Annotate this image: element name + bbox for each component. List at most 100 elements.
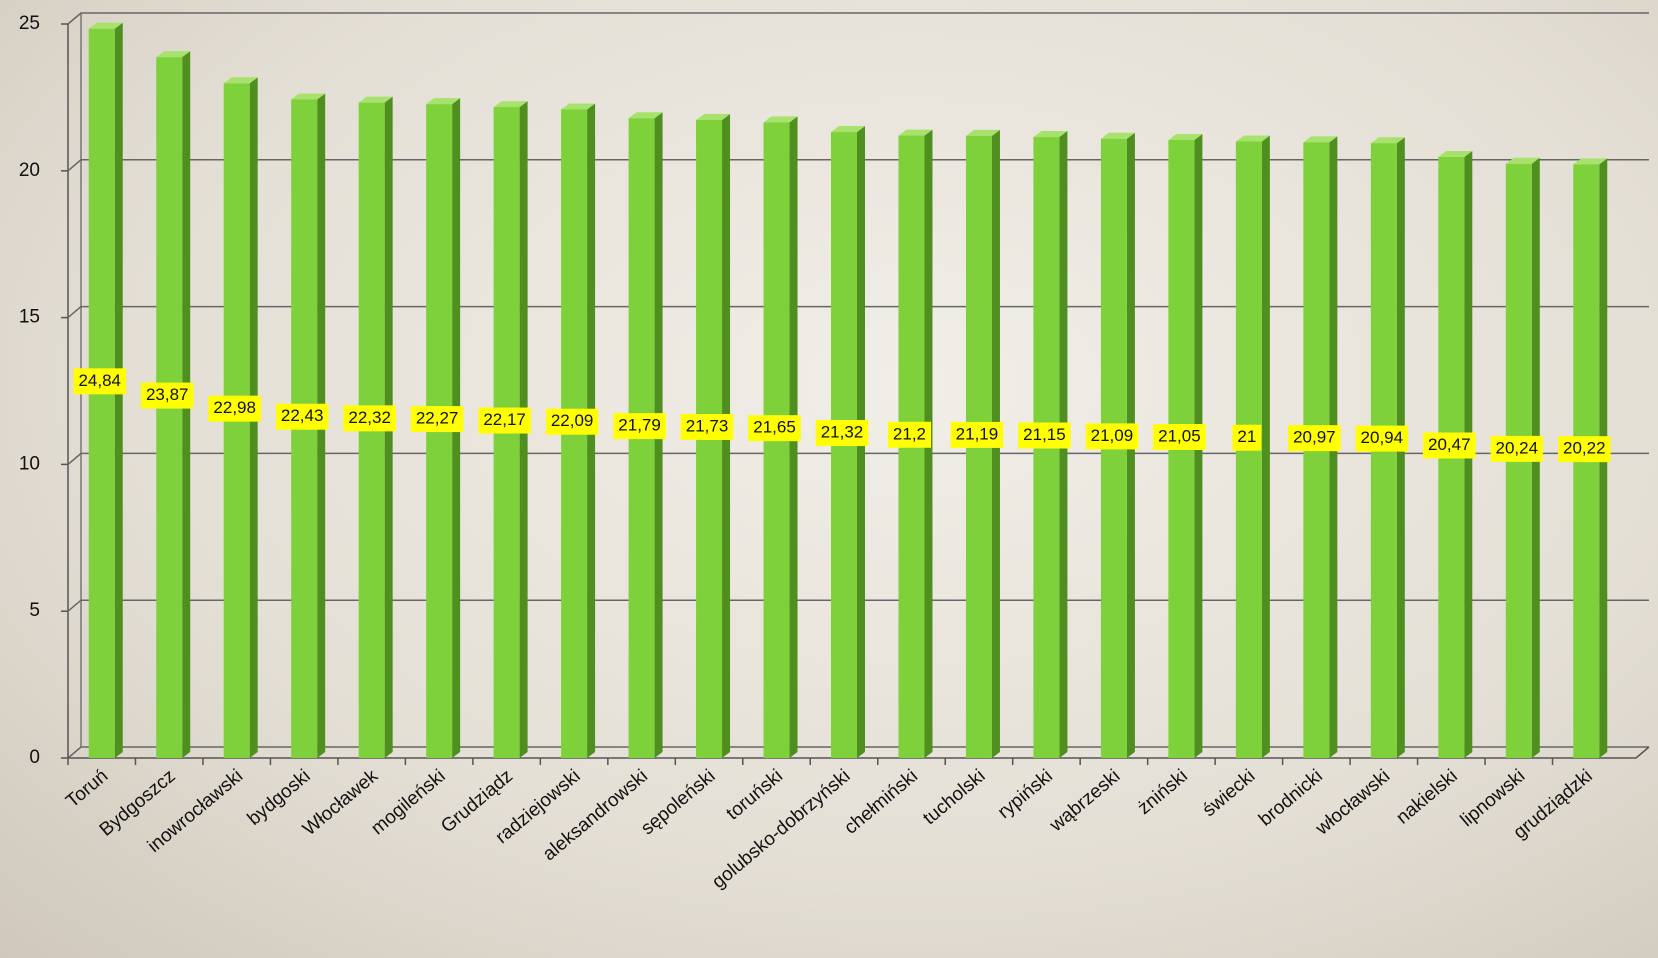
- bar-top: [291, 93, 326, 100]
- bar-top: [88, 22, 123, 29]
- value-label-text: 21,79: [618, 416, 661, 435]
- value-label-box: [1288, 425, 1341, 452]
- value-label-box: [140, 382, 194, 409]
- value-label: 21,79: [613, 413, 666, 440]
- value-label: 21,09: [1085, 423, 1139, 450]
- value-label: 22,98: [208, 395, 261, 422]
- y-tick-label: 5: [29, 600, 40, 621]
- x-tick-label: sępoleński: [637, 766, 719, 840]
- bar-top: [1303, 136, 1338, 143]
- value-label: 20,94: [1355, 425, 1409, 452]
- value-label-box: [1232, 424, 1262, 451]
- x-tick-label: Włocławek: [299, 765, 382, 840]
- value-label-text: 22,17: [483, 410, 526, 429]
- bar-top: [628, 112, 663, 119]
- value-label-box: [950, 421, 1004, 448]
- bar-top: [561, 103, 596, 110]
- x-tick-label: wąbrzeski: [1045, 766, 1124, 837]
- bar-top: [965, 129, 1000, 136]
- value-label: 22,27: [410, 406, 464, 433]
- bar-top: [1168, 133, 1203, 140]
- x-tick-label: włocławski: [1311, 766, 1394, 840]
- value-label: 22,09: [545, 408, 599, 435]
- value-label-text: 20,94: [1361, 428, 1404, 447]
- value-label-text: 21,05: [1158, 426, 1201, 445]
- value-label: 21,65: [748, 415, 801, 442]
- y-tick-label: 20: [19, 160, 40, 181]
- value-label-text: 20,22: [1563, 439, 1606, 458]
- bar-top: [426, 98, 461, 105]
- value-label-text: 22,32: [348, 408, 391, 427]
- value-label: 22,32: [343, 405, 396, 432]
- value-label: 21,15: [1018, 422, 1071, 449]
- value-label-text: 21,2: [893, 424, 926, 443]
- value-label-text: 21,73: [686, 416, 729, 435]
- value-label-text: 22,09: [551, 411, 594, 430]
- value-label-text: 22,43: [281, 406, 324, 425]
- value-label-text: 20,97: [1293, 428, 1336, 447]
- x-tick-label: mogileński: [367, 766, 449, 840]
- bar-top: [763, 116, 798, 123]
- value-label: 22,17: [478, 407, 531, 434]
- value-label-box: [613, 413, 666, 440]
- bar-top: [493, 101, 528, 108]
- bar-top: [1235, 135, 1270, 142]
- bar-top: [358, 96, 393, 103]
- value-label-text: 20,24: [1496, 438, 1539, 457]
- value-label-text: 23,87: [146, 385, 189, 404]
- value-label-box: [1355, 425, 1409, 452]
- x-tick-label: chełmiński: [840, 766, 921, 839]
- value-label-box: [1423, 432, 1476, 459]
- bar-side: [1261, 135, 1270, 758]
- value-label: 20,47: [1423, 432, 1476, 459]
- y-tick-label: 25: [19, 13, 40, 34]
- x-tick-label: nakielski: [1392, 766, 1461, 829]
- value-label-text: 22,98: [213, 398, 256, 417]
- bar-top: [1370, 137, 1405, 144]
- y-tick-label: 15: [19, 307, 40, 328]
- value-label-box: [545, 408, 599, 435]
- value-label: 21,32: [815, 420, 869, 447]
- bar-top: [223, 77, 258, 84]
- value-label-box: [1153, 423, 1206, 450]
- x-tick-label: świecki: [1199, 766, 1259, 821]
- bar-top: [898, 129, 933, 136]
- value-label: 21,2: [887, 421, 932, 448]
- value-label: 24,84: [73, 368, 127, 395]
- value-label: 20,22: [1557, 436, 1611, 463]
- value-label-box: [1018, 422, 1071, 449]
- x-tick-label: żniński: [1134, 766, 1192, 819]
- bar-top: [696, 114, 731, 121]
- value-label-box: [815, 420, 869, 447]
- x-tick-label: Toruń: [62, 766, 112, 813]
- value-label-box: [1557, 436, 1611, 463]
- bar-top: [1033, 131, 1068, 138]
- bar-top: [1438, 151, 1473, 158]
- value-label: 21,73: [680, 414, 734, 441]
- value-label: 20,97: [1288, 425, 1341, 452]
- value-label: 21,05: [1153, 423, 1206, 450]
- bar-top: [1573, 158, 1608, 165]
- value-label-text: 24,84: [78, 371, 121, 390]
- value-label-box: [748, 415, 801, 442]
- value-label: 21: [1232, 424, 1262, 451]
- value-label-box: [1490, 435, 1544, 462]
- value-label-text: 21,19: [956, 424, 999, 443]
- value-label-text: 22,27: [416, 409, 459, 428]
- value-label-text: 21,09: [1091, 426, 1134, 445]
- x-tick-label: tucholski: [919, 766, 989, 830]
- value-label-box: [275, 403, 329, 430]
- value-label: 20,24: [1490, 435, 1544, 462]
- value-label-box: [208, 395, 261, 422]
- value-label-text: 21,15: [1023, 425, 1066, 444]
- value-label-text: 21,65: [753, 418, 796, 437]
- bar-top: [1505, 157, 1540, 164]
- bar-top: [1100, 132, 1135, 139]
- x-tick-label: rypiński: [994, 766, 1057, 823]
- bar-top: [156, 51, 191, 58]
- x-tick-label: toruński: [722, 766, 786, 825]
- value-label: 21,19: [950, 421, 1004, 448]
- y-tick-label: 0: [29, 747, 40, 768]
